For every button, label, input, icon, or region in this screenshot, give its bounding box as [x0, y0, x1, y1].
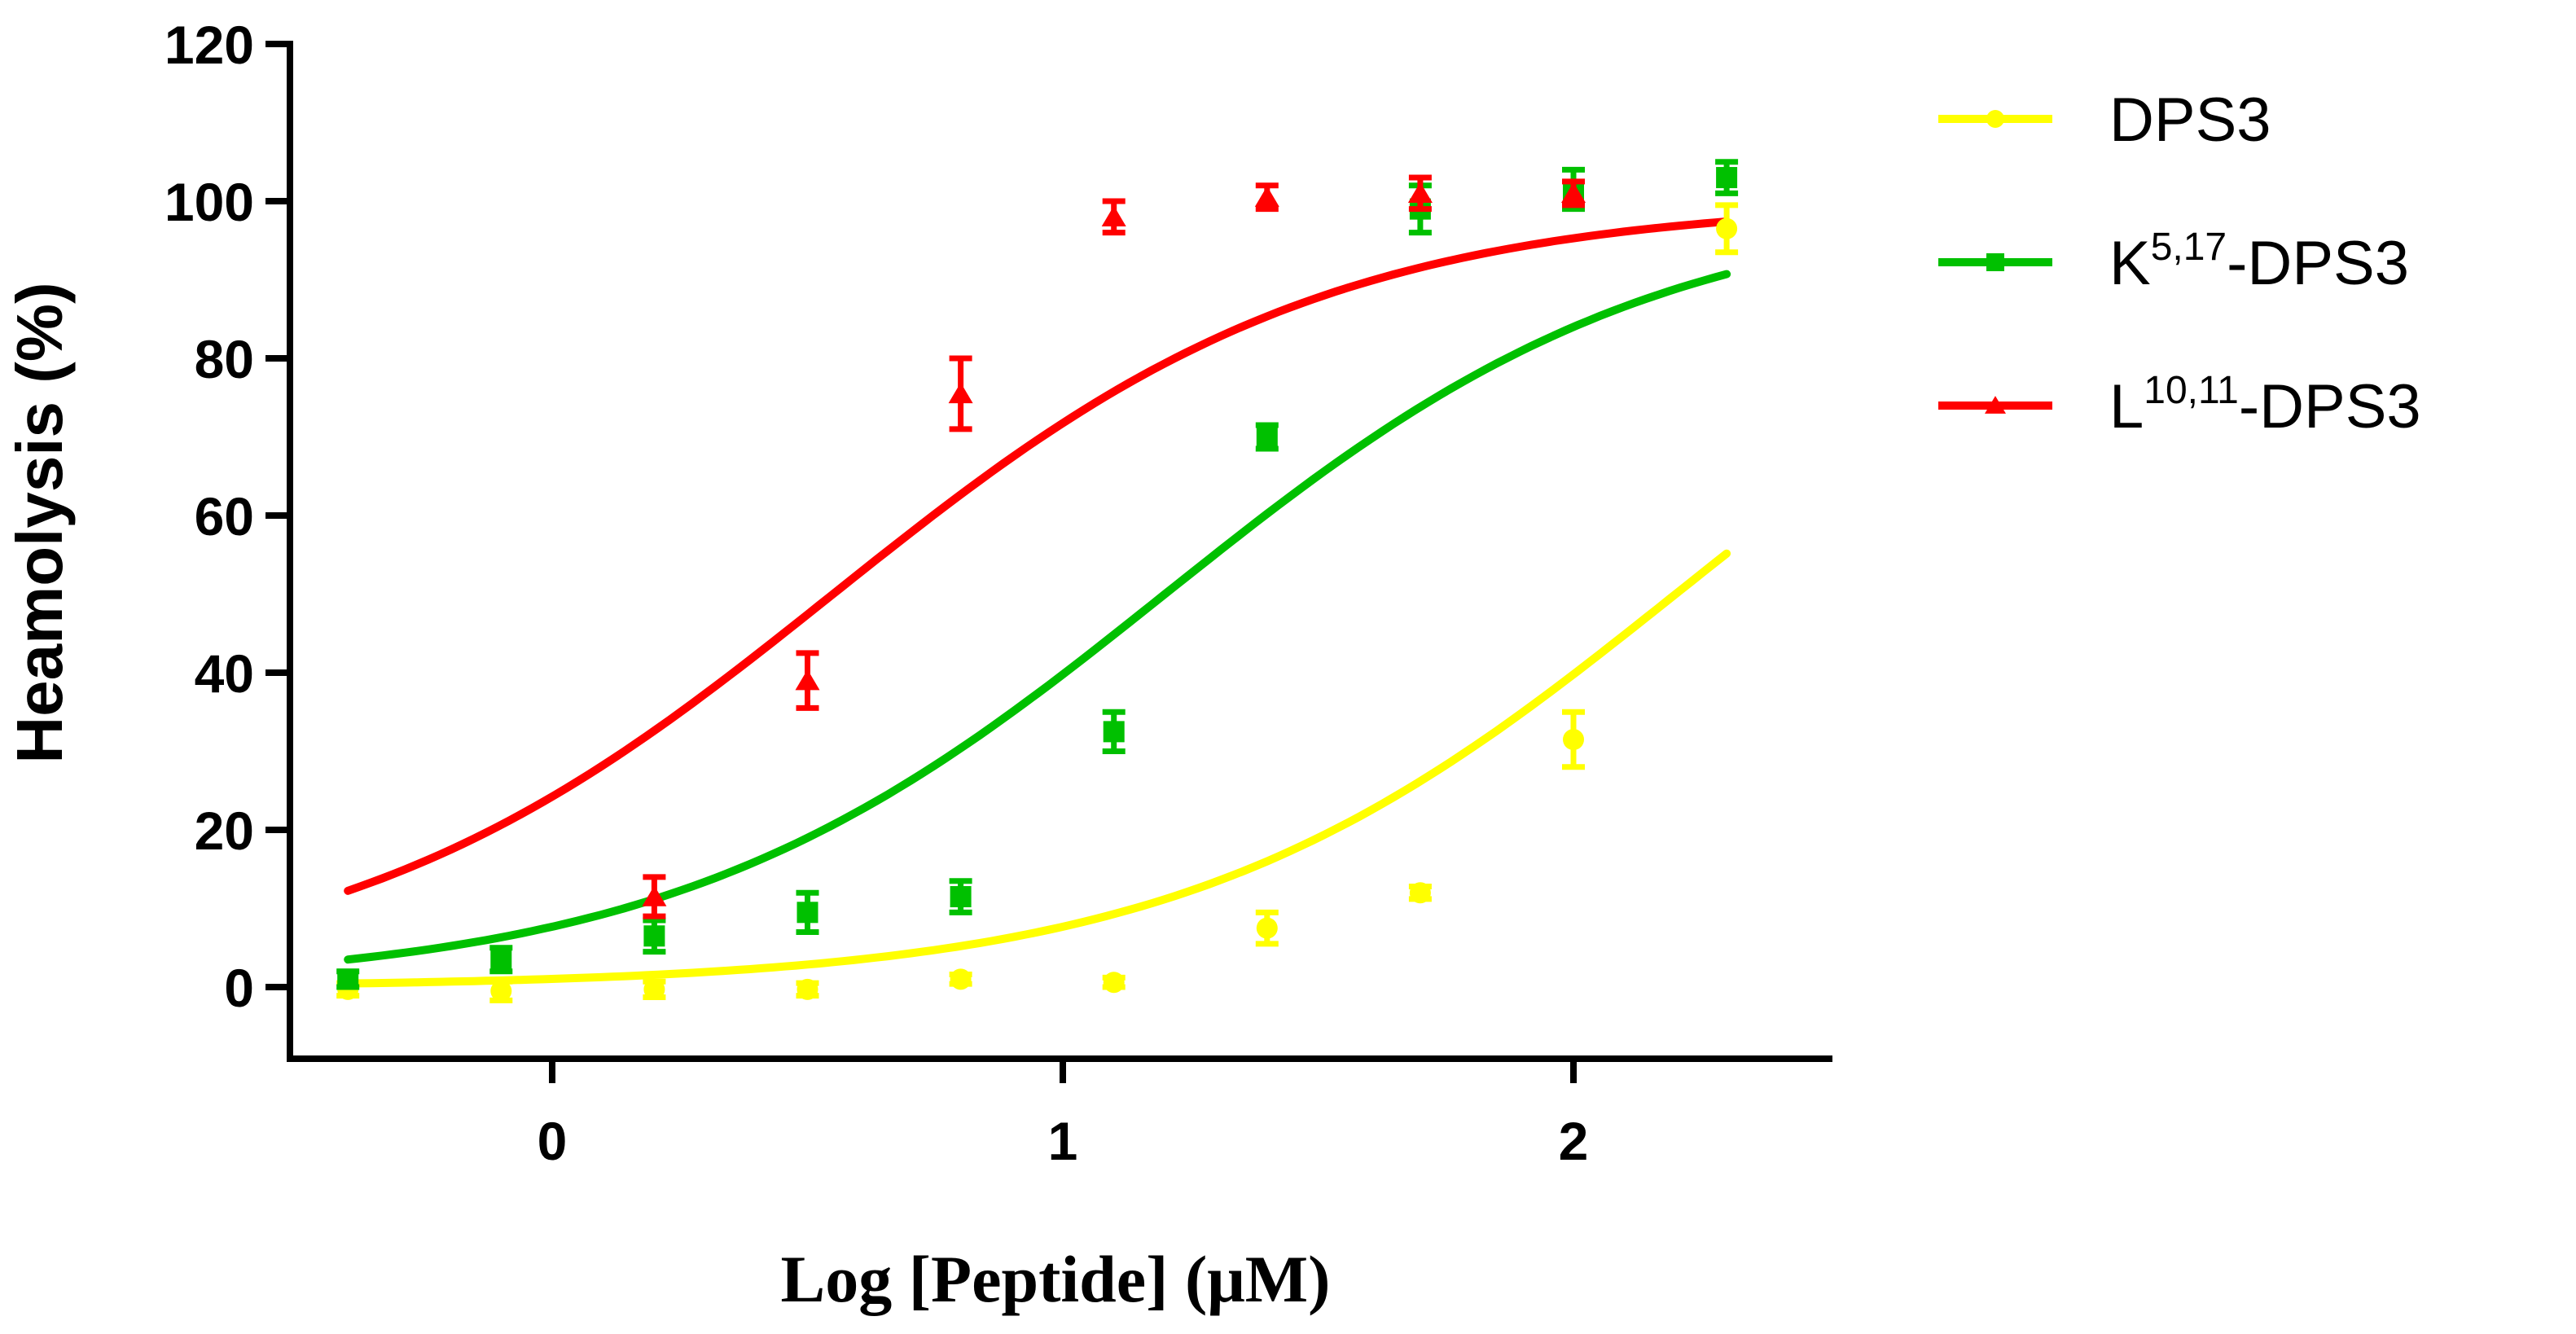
marker [796, 978, 818, 1000]
data-point [642, 874, 667, 919]
legend-label-main: DPS3 [2109, 86, 2271, 155]
marker [948, 382, 973, 404]
data-point [643, 978, 666, 1001]
data-point [336, 968, 360, 990]
legend-marker [1986, 110, 2004, 128]
marker [1254, 186, 1279, 207]
marker [1409, 882, 1431, 904]
marker [1563, 729, 1584, 751]
data-point [1407, 174, 1433, 213]
legend-label-superscript: 5,17 [2151, 226, 2227, 269]
marker [643, 978, 665, 1000]
legend-label: DPS3 [2109, 86, 2271, 155]
y-tick-label: 60 [195, 486, 254, 546]
data-point [949, 968, 972, 990]
legend-item: DPS3 [1938, 86, 2271, 155]
data-point [1561, 178, 1586, 208]
marker [1561, 182, 1586, 204]
axes-layer: 0 20 40 60 80 100 120 0 1 2 [165, 15, 1832, 1171]
marker [1256, 917, 1278, 939]
marker [1256, 426, 1278, 448]
y-tick-label: 80 [195, 329, 254, 389]
marker [643, 925, 665, 947]
y-axis-title: Heamolysis (%) [3, 282, 76, 763]
data-point [1408, 882, 1432, 904]
data-point [948, 355, 973, 432]
y-tick-label: 0 [224, 958, 254, 1018]
y-tick-label: 20 [195, 801, 254, 861]
data-point [796, 978, 819, 1000]
legend-marker [1985, 396, 2006, 414]
legend-label-main: K [2109, 229, 2151, 298]
legend-label: K5,17-DPS3 [2109, 226, 2409, 298]
marker [490, 949, 512, 971]
marker [1103, 721, 1125, 743]
fit-curves [344, 217, 1731, 988]
legend-label: L10,11-DPS3 [2109, 369, 2421, 441]
data-point [489, 978, 513, 1003]
data-point [796, 889, 819, 935]
marker [950, 886, 972, 908]
data-point [1254, 182, 1279, 213]
data-point [949, 878, 972, 915]
data-point [489, 945, 513, 975]
y-tick-label: 100 [165, 172, 254, 232]
x-tick-label: 1 [1048, 1111, 1078, 1171]
data-points [336, 159, 1739, 1003]
legend-label-suffix: -DPS3 [2239, 372, 2421, 441]
x-tick-label: 2 [1559, 1111, 1589, 1171]
legend-marker [1986, 253, 2004, 271]
y-tick-label: 120 [165, 15, 254, 75]
legend-item: K5,17-DPS3 [1938, 226, 2409, 298]
fit-curve [344, 270, 1731, 964]
data-point [1102, 709, 1126, 754]
legend-label-suffix: -DPS3 [2227, 229, 2409, 298]
data-point [1562, 709, 1585, 770]
legend-label-superscript: 10,11 [2144, 369, 2239, 412]
fit-curve [344, 549, 1731, 988]
x-axis-title: Log [Peptide] (μM) [781, 1242, 1331, 1316]
data-point [643, 917, 666, 955]
marker [1716, 167, 1738, 189]
data-point [1255, 909, 1279, 947]
data-point [1715, 159, 1739, 196]
marker [796, 902, 818, 924]
marker [1407, 182, 1433, 204]
data-point [1101, 198, 1126, 236]
marker [642, 885, 667, 906]
marker [1101, 205, 1126, 226]
x-tick-label: 0 [538, 1111, 568, 1171]
legend-item: L10,11-DPS3 [1938, 369, 2421, 441]
marker [1716, 217, 1738, 239]
marker [337, 968, 359, 990]
data-point [795, 650, 820, 711]
fit-curve [344, 217, 1731, 895]
y-tick-label: 40 [195, 643, 254, 704]
marker [1103, 972, 1125, 994]
data-point [1255, 422, 1279, 452]
data-point [1715, 202, 1739, 256]
legend-label-main: L [2109, 372, 2144, 441]
data-point [1102, 972, 1126, 994]
marker [795, 669, 820, 691]
marker [950, 968, 972, 990]
marker [490, 980, 512, 1002]
